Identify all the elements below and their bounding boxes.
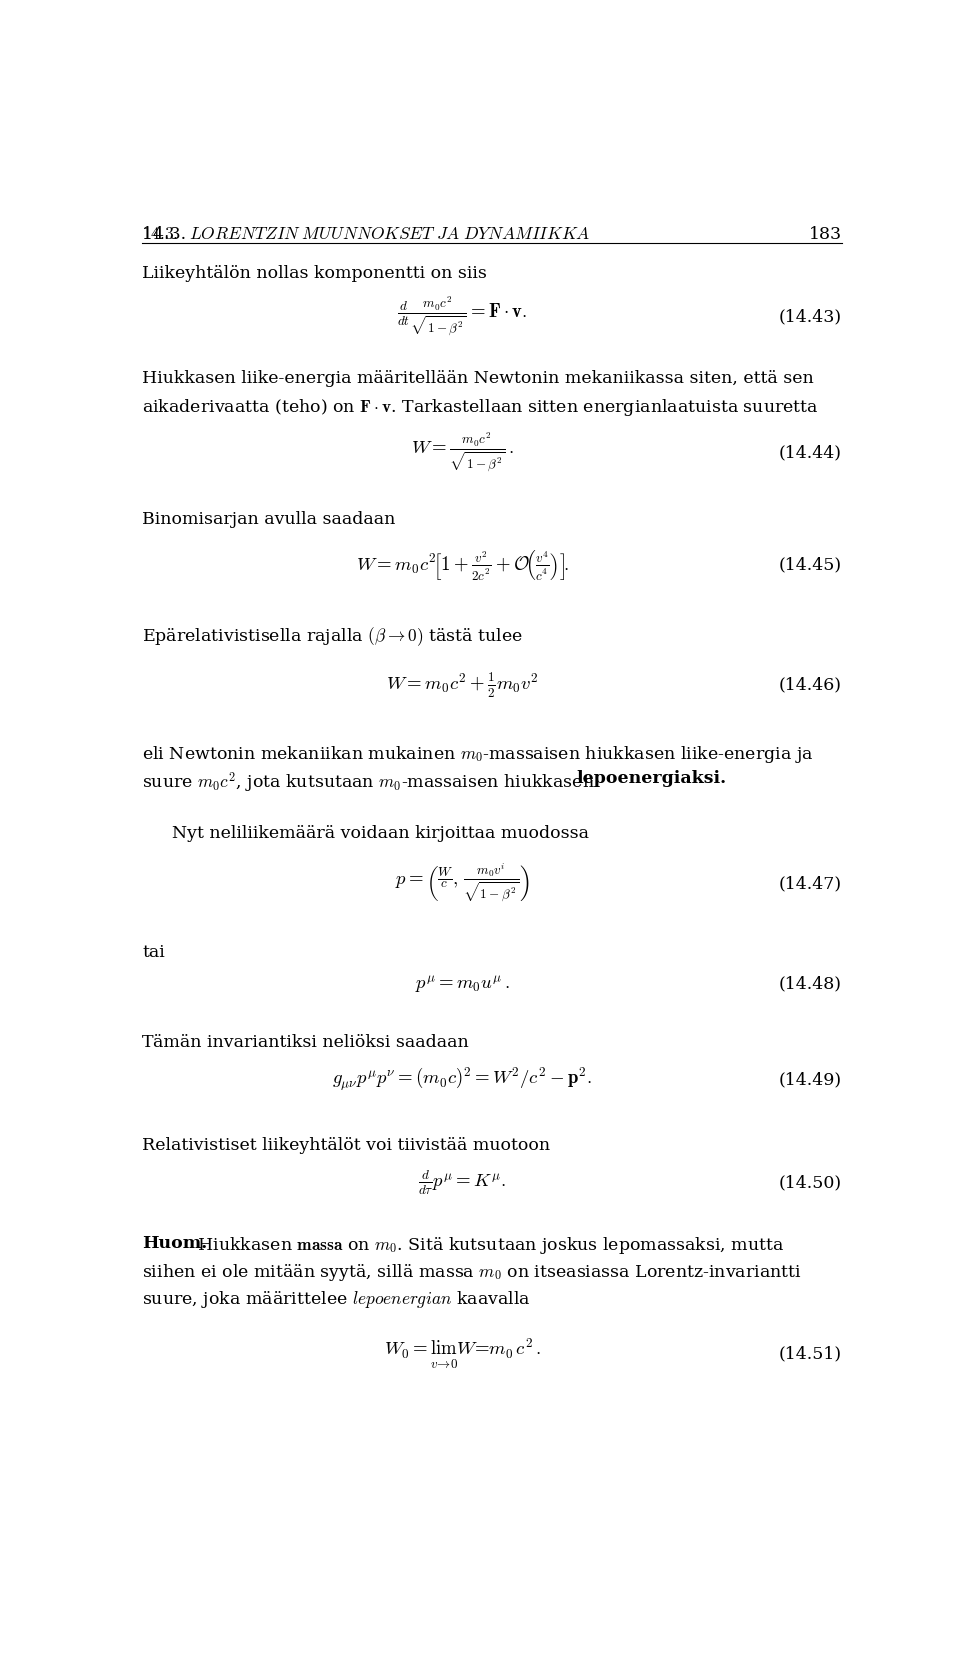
Text: (14.44): (14.44) — [779, 445, 842, 461]
Text: lepoenergiaksi.: lepoenergiaksi. — [577, 771, 727, 787]
Text: (14.49): (14.49) — [779, 1072, 842, 1088]
Text: (14.48): (14.48) — [779, 976, 842, 992]
Text: Hiukkasen $\mathbf{massa}$ on $m_0$. Sitä kutsutaan joskus lepomassaksi, mutta: Hiukkasen $\mathbf{massa}$ on $m_0$. Sit… — [192, 1236, 784, 1255]
Text: (14.51): (14.51) — [779, 1345, 842, 1363]
Text: 14.3.: 14.3. — [142, 227, 198, 243]
Text: (14.46): (14.46) — [779, 676, 842, 693]
Text: $p = \left(\frac{W}{c},\, \frac{m_0 v^i}{\sqrt{1-\beta^2}}\right)$: $p = \left(\frac{W}{c},\, \frac{m_0 v^i}… — [395, 862, 530, 905]
Text: suure $m_0 c^2$, jota kutsutaan $m_0$-massaisen hiukkasen: suure $m_0 c^2$, jota kutsutaan $m_0$-ma… — [142, 771, 595, 794]
Text: $W = \frac{m_0 c^2}{\sqrt{1-\beta^2}}\,.$: $W = \frac{m_0 c^2}{\sqrt{1-\beta^2}}\,.… — [411, 432, 514, 475]
Text: Binomisarjan avulla saadaan: Binomisarjan avulla saadaan — [142, 511, 396, 528]
Text: Epärelativistisella rajalla $(\beta \to 0)$ tästä tulee: Epärelativistisella rajalla $(\beta \to … — [142, 625, 523, 648]
Text: Liikeyhtälön nollas komponentti on siis: Liikeyhtälön nollas komponentti on siis — [142, 265, 487, 281]
Text: $\frac{d}{d\tau}p^\mu = K^\mu.$: $\frac{d}{d\tau}p^\mu = K^\mu.$ — [419, 1169, 506, 1197]
Text: Hiukkasen liike-energia määritellään Newtonin mekaniikassa siten, että sen: Hiukkasen liike-energia määritellään New… — [142, 370, 814, 387]
Text: eli Newtonin mekaniikan mukainen $m_0$-massaisen hiukkasen liike-energia ja: eli Newtonin mekaniikan mukainen $m_0$-m… — [142, 744, 814, 764]
Text: Tämän invariantiksi neliöksi saadaan: Tämän invariantiksi neliöksi saadaan — [142, 1034, 469, 1050]
Text: (14.45): (14.45) — [779, 557, 842, 574]
Text: $W = m_0 c^2\!\left[1 + \frac{v^2}{2c^2} + \mathcal{O}\!\left(\frac{v^4}{c^4}\ri: $W = m_0 c^2\!\left[1 + \frac{v^2}{2c^2}… — [355, 547, 569, 582]
Text: (14.47): (14.47) — [779, 875, 842, 892]
Text: $\mathit{14.3.\;\; LORENTZIN\; MUUNNOKSET\; JA\; DYNAMIIKKA}$: $\mathit{14.3.\;\; LORENTZIN\; MUUNNOKSE… — [142, 227, 590, 243]
Text: (14.43): (14.43) — [779, 308, 842, 326]
Text: $g_{\mu\nu}p^\mu p^\nu = (m_0 c)^2 = W^2/c^2 - \mathbf{p}^2.$: $g_{\mu\nu}p^\mu p^\nu = (m_0 c)^2 = W^2… — [332, 1067, 592, 1093]
Text: Relativistiset liikeyhtälöt voi tiivistää muotoon: Relativistiset liikeyhtälöt voi tiivistä… — [142, 1136, 550, 1154]
Text: (14.50): (14.50) — [779, 1174, 842, 1191]
Text: tai: tai — [142, 943, 165, 961]
Text: $W_0 = \lim_{v\to 0} W = m_0 c^2\,.$: $W_0 = \lim_{v\to 0} W = m_0 c^2\,.$ — [384, 1336, 540, 1371]
Text: $p^\mu = m_0 u^\mu\,.$: $p^\mu = m_0 u^\mu\,.$ — [415, 974, 510, 996]
Text: suure, joka määrittelee $\mathit{lepoenergian}$ kaavalla: suure, joka määrittelee $\mathit{lepoene… — [142, 1288, 531, 1310]
Text: $W = m_0 c^2 + \frac{1}{2}m_0 v^2$: $W = m_0 c^2 + \frac{1}{2}m_0 v^2$ — [386, 670, 539, 700]
Text: Nyt neliliikemäärä voidaan kirjoittaa muodossa: Nyt neliliikemäärä voidaan kirjoittaa mu… — [172, 825, 589, 842]
Text: Huom.: Huom. — [142, 1236, 207, 1252]
Text: $\frac{d}{dt}\frac{m_0 c^2}{\sqrt{1-\beta^2}} = \mathbf{F}\cdot\mathbf{v}.$: $\frac{d}{dt}\frac{m_0 c^2}{\sqrt{1-\bet… — [397, 294, 527, 339]
Text: aikaderivaatta (teho) on $\mathbf{F}\cdot\mathbf{v}$. Tarkastellaan sitten energ: aikaderivaatta (teho) on $\mathbf{F}\cdo… — [142, 397, 819, 418]
Text: siihen ei ole mitään syytä, sillä massa $m_0$ on itseasiassa Lorentz-invariantti: siihen ei ole mitään syytä, sillä massa … — [142, 1262, 803, 1284]
Text: 183: 183 — [808, 227, 842, 243]
